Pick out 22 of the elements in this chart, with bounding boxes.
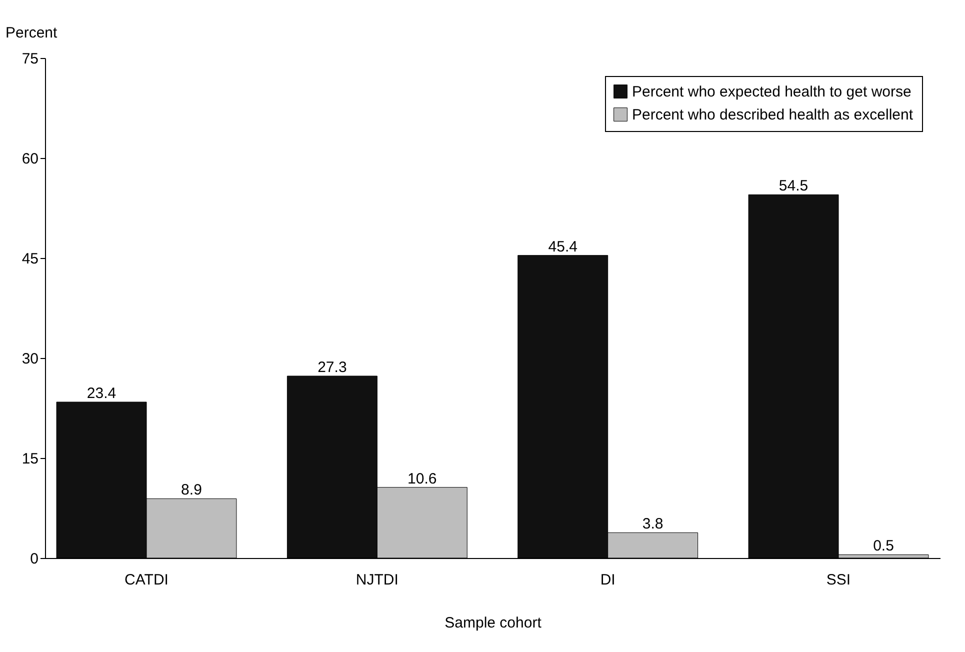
y-tick-label: 75 bbox=[22, 50, 38, 68]
y-axis-title: Percent bbox=[6, 24, 58, 42]
data-label: 23.4 bbox=[86, 385, 116, 402]
data-label: 10.6 bbox=[408, 470, 437, 488]
y-tick-label: 45 bbox=[22, 250, 38, 268]
data-label: 0.5 bbox=[873, 538, 894, 555]
legend-label: Percent who described health as excellent bbox=[632, 106, 914, 124]
x-axis-title: Sample cohort bbox=[444, 614, 542, 632]
data-label: 45.4 bbox=[548, 238, 578, 256]
x-tick-label: NJTDI bbox=[356, 572, 398, 588]
x-tick-label: SSI bbox=[826, 572, 851, 588]
x-tick-label: CATDI bbox=[124, 572, 168, 588]
data-label: 54.5 bbox=[778, 178, 808, 195]
y-tick-label: 15 bbox=[22, 450, 38, 468]
y-tick-label: 0 bbox=[30, 550, 38, 568]
y-tick-label: 60 bbox=[22, 150, 38, 168]
legend-label: Percent who expected health to get worse bbox=[632, 84, 912, 100]
data-label: 27.3 bbox=[318, 359, 347, 376]
y-tick-label: 30 bbox=[22, 350, 38, 368]
data-label: 3.8 bbox=[642, 516, 664, 533]
data-label: 8.9 bbox=[181, 482, 202, 499]
x-tick-label: DI bbox=[600, 572, 616, 588]
